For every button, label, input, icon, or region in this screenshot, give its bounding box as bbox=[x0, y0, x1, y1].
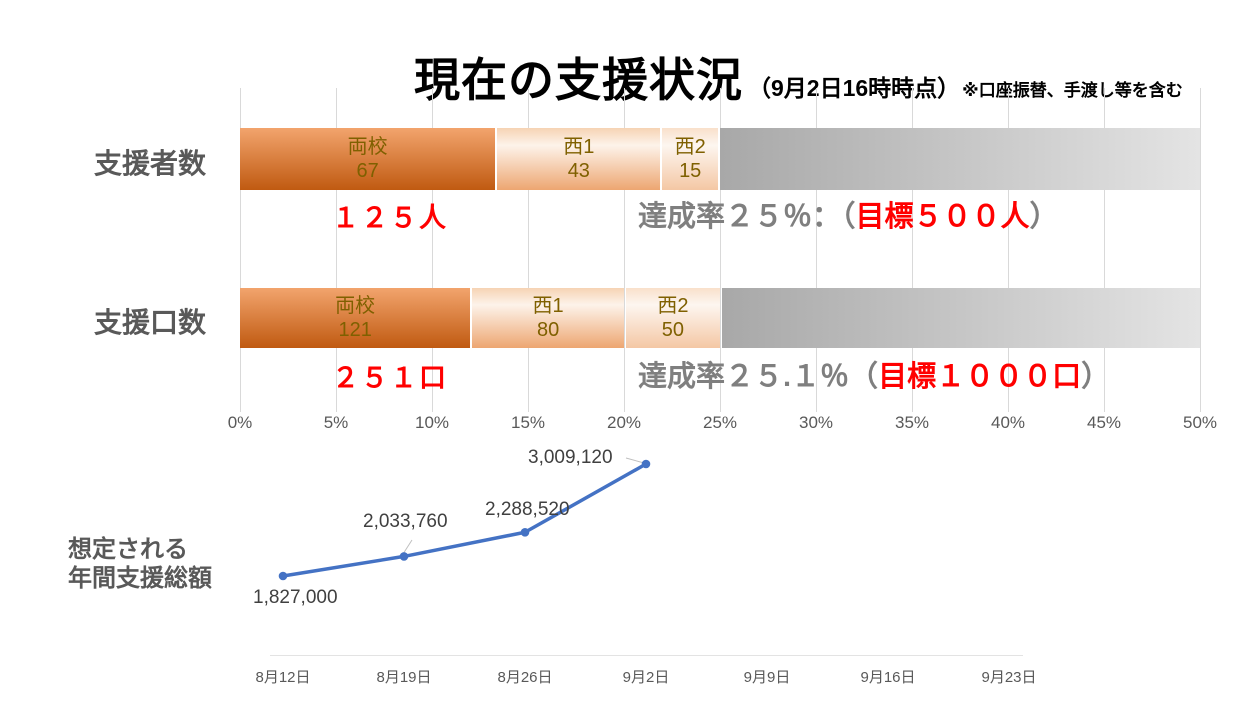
percent-tick-label: 0% bbox=[227, 413, 253, 432]
bar-segment-両校: 両校 67 bbox=[240, 128, 496, 190]
bar-segment-name: 西1 bbox=[532, 294, 564, 317]
bar-remainder bbox=[721, 288, 1200, 348]
gridline bbox=[240, 88, 241, 412]
goal-text: 目標５００人 bbox=[855, 201, 1030, 233]
bar-segment-name: 西2 bbox=[657, 294, 689, 317]
percent-tick-label: 45% bbox=[1086, 413, 1122, 432]
data-point-marker bbox=[520, 527, 530, 537]
gridline bbox=[816, 88, 817, 412]
units-total: ２５１口 bbox=[332, 363, 448, 393]
date-tick-label: 8月26日 bbox=[497, 669, 553, 686]
bar-segment-西1: 西1 80 bbox=[472, 288, 624, 348]
bar-segment-value: 121 bbox=[338, 319, 372, 341]
label-leader-line bbox=[402, 539, 413, 555]
page-title: 現在の支援状況 bbox=[414, 54, 743, 106]
bar-segment-両校: 両校 121 bbox=[240, 288, 471, 348]
date-tick-label: 8月19日 bbox=[376, 669, 432, 686]
bar-segment-value: 67 bbox=[356, 160, 379, 182]
supporters-total: １２５人 bbox=[332, 203, 448, 233]
bar-segment-name: 西1 bbox=[563, 135, 595, 158]
title-note: ※口座振替、手渡し等を含む bbox=[962, 81, 1183, 100]
percent-tick-label: 20% bbox=[606, 413, 642, 432]
bar-segment-西2: 西2 15 bbox=[662, 128, 718, 190]
gridline bbox=[1104, 88, 1105, 412]
title-timestamp: （9月2日16時時点） bbox=[748, 75, 961, 101]
gridline bbox=[336, 88, 337, 412]
bar-segment-西1: 西1 43 bbox=[497, 128, 661, 190]
gridline bbox=[1008, 88, 1009, 412]
gridline bbox=[912, 88, 913, 412]
units-rate: 達成率２５.１％（目標１０００口） bbox=[638, 353, 1110, 395]
bar-segment-value: 43 bbox=[567, 160, 590, 182]
percent-tick-label: 10% bbox=[414, 413, 450, 432]
gridline bbox=[720, 88, 721, 412]
data-point-marker bbox=[278, 571, 288, 581]
percent-tick-label: 15% bbox=[510, 413, 546, 432]
line-chart-title-line2: 年間支援総額 bbox=[68, 564, 212, 592]
line-point-label: 2,033,760 bbox=[363, 511, 448, 532]
trend-line bbox=[281, 462, 648, 578]
bar-segment-西2: 西2 50 bbox=[625, 288, 720, 348]
gridline bbox=[528, 88, 529, 412]
gridline bbox=[1200, 88, 1201, 412]
percent-tick-label: 5% bbox=[323, 413, 349, 432]
line-chart-title: 想定される 年間支援総額 bbox=[68, 536, 212, 594]
percent-tick-label: 30% bbox=[798, 413, 834, 432]
date-tick-label: 9月16日 bbox=[860, 669, 916, 686]
percent-tick-label: 35% bbox=[894, 413, 930, 432]
bar-row-label-units: 支援口数 bbox=[93, 307, 206, 338]
rate-text: 達成率２５.１％（ bbox=[638, 361, 879, 393]
bar-segment-name: 西2 bbox=[674, 135, 706, 158]
bar-segment-name: 両校 bbox=[335, 294, 376, 317]
gridline bbox=[432, 88, 433, 412]
date-tick-label: 9月23日 bbox=[981, 669, 1037, 686]
title-row: 現在の支援状況 （9月2日16時時点） ※口座振替、手渡し等を含む bbox=[414, 44, 1183, 110]
percent-tick-label: 25% bbox=[702, 413, 738, 432]
rate-suffix: ） bbox=[1029, 201, 1059, 233]
data-point-marker bbox=[641, 459, 651, 469]
line-point-label: 1,827,000 bbox=[253, 587, 338, 608]
rate-text: 達成率２５％：（ bbox=[638, 201, 856, 233]
bar-segment-value: 15 bbox=[679, 160, 702, 182]
data-point-marker bbox=[399, 552, 409, 561]
percent-tick-label: 50% bbox=[1182, 413, 1218, 432]
date-axis-line bbox=[270, 655, 1023, 656]
line-point-label: 2,288,520 bbox=[485, 499, 570, 520]
goal-text: 目標１０００口 bbox=[878, 361, 1082, 393]
date-tick-label: 9月9日 bbox=[743, 669, 791, 686]
bar-segment-value: 50 bbox=[661, 319, 685, 341]
label-leader-line bbox=[625, 457, 645, 464]
line-point-label: 3,009,120 bbox=[528, 447, 613, 468]
bar-segment-value: 80 bbox=[536, 319, 560, 341]
percent-tick-label: 40% bbox=[990, 413, 1026, 432]
rate-suffix: ） bbox=[1081, 361, 1111, 393]
bar-segment-name: 両校 bbox=[347, 135, 388, 158]
date-tick-label: 8月12日 bbox=[255, 669, 311, 686]
line-chart-title-line1: 想定される bbox=[68, 536, 188, 563]
bar-remainder bbox=[720, 128, 1200, 190]
bar-row-label-supporters: 支援者数 bbox=[93, 148, 206, 179]
supporters-rate: 達成率２５％：（目標５００人） bbox=[638, 193, 1059, 235]
gridline bbox=[624, 88, 625, 412]
date-tick-label: 9月2日 bbox=[622, 669, 670, 686]
